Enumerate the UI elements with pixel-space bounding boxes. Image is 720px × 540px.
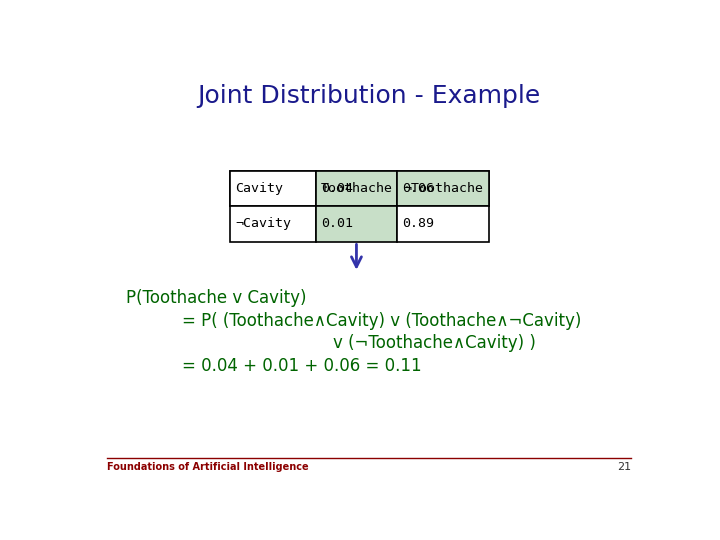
Text: ¬Toothache: ¬Toothache (403, 182, 483, 195)
Bar (316, 206, 397, 241)
Text: ¬Cavity: ¬Cavity (235, 217, 291, 231)
Bar (230, 171, 316, 206)
Text: P(Toothache v Cavity): P(Toothache v Cavity) (126, 289, 307, 307)
Text: v (¬Toothache∧Cavity) ): v (¬Toothache∧Cavity) ) (333, 334, 536, 353)
Bar (397, 171, 489, 206)
Text: Foundations of Artificial Intelligence: Foundations of Artificial Intelligence (107, 462, 308, 472)
Text: Toothache: Toothache (320, 182, 392, 195)
Text: 21: 21 (617, 462, 631, 472)
Text: 0.04: 0.04 (322, 182, 354, 195)
Text: 0.06: 0.06 (402, 182, 434, 195)
Text: Joint Distribution - Example: Joint Distribution - Example (197, 84, 541, 108)
Text: = P( (Toothache∧Cavity) v (Toothache∧¬Cavity): = P( (Toothache∧Cavity) v (Toothache∧¬Ca… (182, 312, 582, 329)
Text: 0.89: 0.89 (402, 217, 434, 231)
Bar (397, 206, 489, 241)
Bar (316, 171, 397, 206)
Bar (397, 171, 489, 206)
Bar (316, 171, 397, 206)
Text: = 0.04 + 0.01 + 0.06 = 0.11: = 0.04 + 0.01 + 0.06 = 0.11 (182, 357, 422, 375)
Bar (230, 206, 316, 241)
Text: Cavity: Cavity (235, 182, 283, 195)
Text: 0.01: 0.01 (322, 217, 354, 231)
Bar (230, 171, 316, 206)
